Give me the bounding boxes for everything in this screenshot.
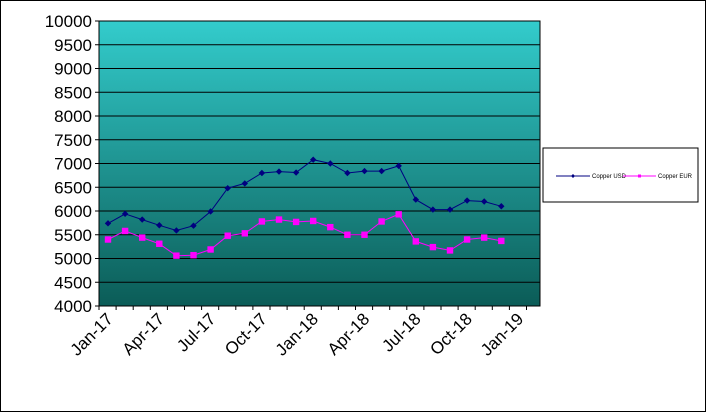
y-tick-label: 7000 xyxy=(54,155,92,174)
y-tick-label: 10000 xyxy=(45,12,92,31)
legend-marker-eur xyxy=(638,174,641,178)
data-point-usd xyxy=(258,169,266,177)
y-tick-label: 5000 xyxy=(54,250,92,269)
series-layer xyxy=(104,156,505,259)
x-tick-label: Jan-17 xyxy=(67,309,117,359)
data-point-eur xyxy=(207,246,214,253)
x-tick-label: Jul-18 xyxy=(378,309,424,355)
data-point-eur xyxy=(156,240,163,247)
data-point-usd xyxy=(446,206,454,213)
y-tick-label: 6500 xyxy=(54,178,92,197)
y-axis: 4000 4500 5000 5500 6000 6500 7000 7500 8000 8500… xyxy=(45,12,99,316)
data-point-eur xyxy=(121,227,129,235)
data-point-eur xyxy=(378,218,385,225)
x-tick-label: Apr-18 xyxy=(324,309,374,359)
data-point-usd xyxy=(498,203,505,210)
data-point-usd xyxy=(292,169,300,176)
legend-marker-usd xyxy=(571,174,575,178)
legend: Copper USD Copper EUR xyxy=(542,147,699,203)
data-point-eur xyxy=(361,231,368,238)
data-point-eur xyxy=(258,218,266,225)
x-tick-label: Apr-17 xyxy=(119,309,169,359)
data-point-usd xyxy=(481,198,488,205)
data-point-eur xyxy=(310,217,317,225)
data-point-eur xyxy=(104,236,112,243)
data-point-usd xyxy=(207,208,214,215)
legend-label-eur: Copper EUR xyxy=(658,174,693,180)
y-tick-label: 9000 xyxy=(54,60,92,79)
y-tick-label: 8000 xyxy=(54,107,92,126)
data-point-usd xyxy=(275,168,283,175)
data-point-eur xyxy=(190,251,197,259)
data-point-usd xyxy=(344,169,351,177)
data-point-eur xyxy=(481,234,488,241)
data-point-usd xyxy=(139,216,146,223)
legend-box xyxy=(542,147,699,203)
y-tick-label: 5500 xyxy=(54,226,92,245)
data-point-usd xyxy=(121,210,129,218)
data-point-usd xyxy=(395,162,402,170)
y-tick-label: 6000 xyxy=(54,202,92,221)
data-point-eur xyxy=(395,211,402,218)
x-tick-label: Oct-18 xyxy=(426,309,476,359)
y-tick-label: 9500 xyxy=(54,36,92,55)
y-tick-label: 8500 xyxy=(54,83,92,102)
data-point-eur xyxy=(139,234,146,241)
data-point-usd xyxy=(156,222,163,229)
x-tick-label: Jul-17 xyxy=(173,309,219,355)
data-point-eur xyxy=(275,216,283,223)
data-point-eur xyxy=(429,243,437,251)
x-axis: Jan-17 Apr-17 Jul-17 Oct-17 Jan-18 Apr-18 Jul-… xyxy=(67,306,527,360)
data-point-eur xyxy=(292,218,300,226)
x-tick-label: Jan-18 xyxy=(272,309,322,359)
data-point-eur xyxy=(498,237,505,245)
data-point-eur xyxy=(446,247,454,254)
data-point-usd xyxy=(190,222,197,229)
data-point-eur xyxy=(327,223,334,231)
data-point-eur xyxy=(224,232,231,239)
data-point-usd xyxy=(327,160,334,167)
legend-label-usd: Copper USD xyxy=(592,174,627,180)
y-tick-label: 7500 xyxy=(54,131,92,150)
data-point-usd xyxy=(378,167,385,175)
data-point-eur xyxy=(173,252,180,259)
data-point-usd xyxy=(104,220,112,227)
x-tick-label: Jan-19 xyxy=(477,309,527,359)
y-tick-label: 4000 xyxy=(54,297,92,316)
data-point-eur xyxy=(241,230,248,237)
x-tick-label: Oct-17 xyxy=(221,309,271,359)
data-point-usd xyxy=(224,185,231,192)
data-point-usd xyxy=(463,197,471,204)
data-point-usd xyxy=(310,156,317,163)
data-point-usd xyxy=(429,206,437,213)
data-point-eur xyxy=(344,231,351,238)
data-point-usd xyxy=(412,196,419,203)
gridlines xyxy=(99,44,540,283)
data-point-usd xyxy=(173,227,180,234)
data-point-usd xyxy=(241,180,248,187)
data-point-eur xyxy=(463,236,471,243)
y-tick-label: 4500 xyxy=(54,273,92,292)
data-point-eur xyxy=(412,238,419,245)
data-point-usd xyxy=(361,167,368,175)
